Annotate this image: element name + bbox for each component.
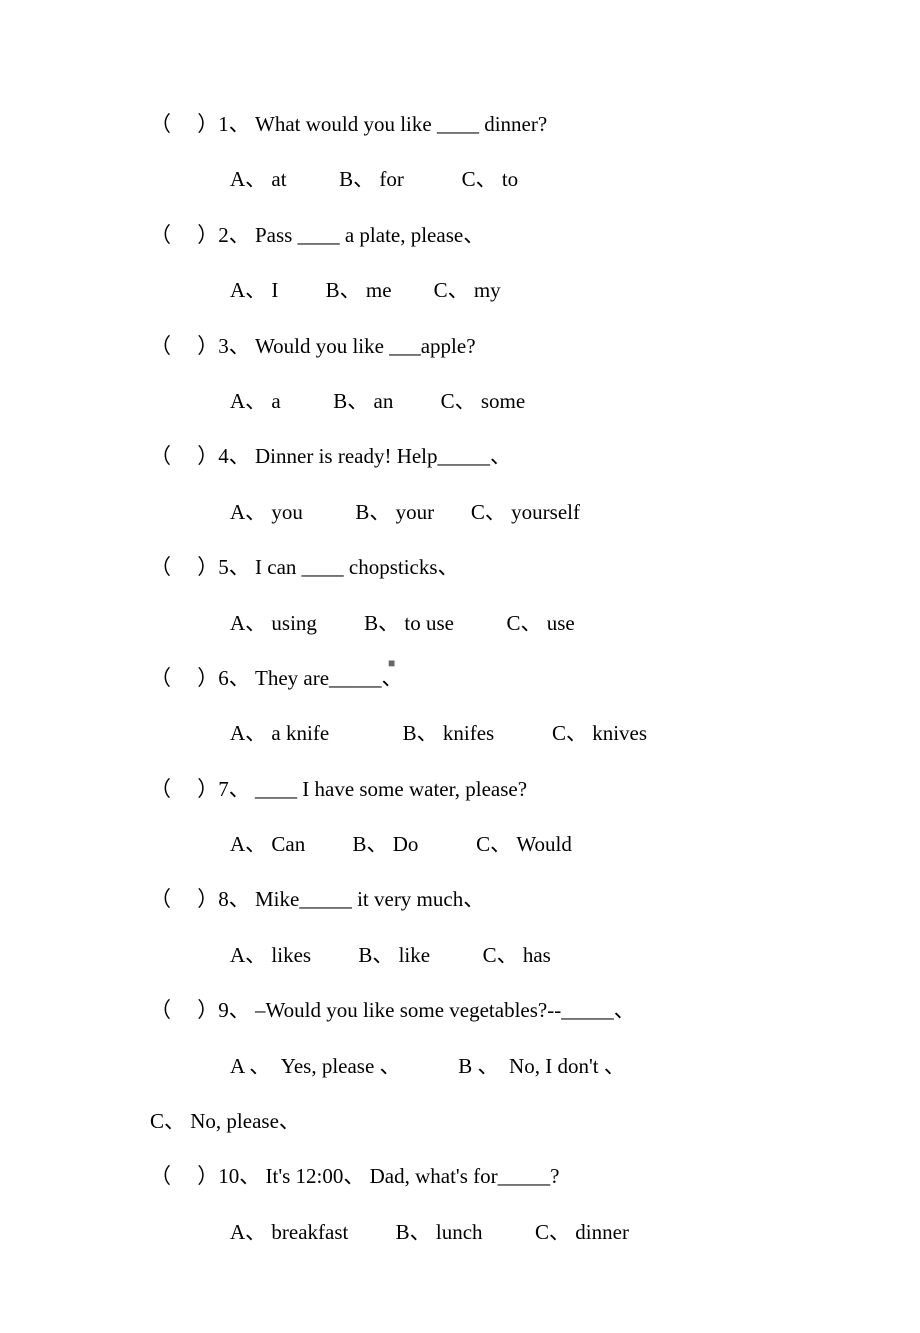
question-10: （ ）10、 It's 12:00、 Dad, what's for_____?… [150,1162,820,1247]
question-8: （ ）8、 Mike_____ it very much、 A、 likes B… [150,885,820,970]
center-mark: ■ [388,655,395,672]
question-options: A、 a knife B、 knifes C、 knives [150,719,820,748]
question-4: （ ）4、 Dinner is ready! Help_____、 A、 you… [150,442,820,527]
question-options: A、 a B、 an C、 some [150,387,820,416]
question-5: （ ）5、 I can ____ chopsticks、 A、 using B、… [150,553,820,638]
question-stem: （ ）5、 I can ____ chopsticks、 [150,553,820,582]
question-options-extra: C、 No, please、 [150,1107,820,1136]
question-7: （ ）7、 ____ I have some water, please? A、… [150,775,820,860]
question-6: （ ）6、 They are_____、 A、 a knife B、 knife… [150,664,820,749]
question-2: （ ）2、 Pass ____ a plate, please、 A、 I B、… [150,221,820,306]
question-3: （ ）3、 Would you like ___apple? A、 a B、 a… [150,332,820,417]
question-9: （ ）9、 –Would you like some vegetables?--… [150,996,820,1136]
question-stem: （ ）3、 Would you like ___apple? [150,332,820,361]
question-options: A、 using B、 to use C、 use [150,609,820,638]
question-1: （ ）1、 What would you like ____ dinner? A… [150,110,820,195]
worksheet-page: ■ （ ）1、 What would you like ____ dinner?… [0,0,920,1333]
question-stem: （ ）1、 What would you like ____ dinner? [150,110,820,139]
question-stem: （ ）9、 –Would you like some vegetables?--… [150,996,820,1025]
question-options: A、 breakfast B、 lunch C、 dinner [150,1218,820,1247]
question-options: A 、 Yes, please 、 B 、 No, I don't 、 [150,1052,820,1081]
question-options: A、 at B、 for C、 to [150,165,820,194]
question-options: A、 Can B、 Do C、 Would [150,830,820,859]
question-options: A、 I B、 me C、 my [150,276,820,305]
question-stem: （ ）7、 ____ I have some water, please? [150,775,820,804]
question-stem: （ ）2、 Pass ____ a plate, please、 [150,221,820,250]
question-stem: （ ）4、 Dinner is ready! Help_____、 [150,442,820,471]
question-stem: （ ）10、 It's 12:00、 Dad, what's for_____? [150,1162,820,1191]
question-options: A、 likes B、 like C、 has [150,941,820,970]
question-options: A、 you B、 your C、 yourself [150,498,820,527]
question-stem: （ ）6、 They are_____、 [150,664,820,693]
question-stem: （ ）8、 Mike_____ it very much、 [150,885,820,914]
